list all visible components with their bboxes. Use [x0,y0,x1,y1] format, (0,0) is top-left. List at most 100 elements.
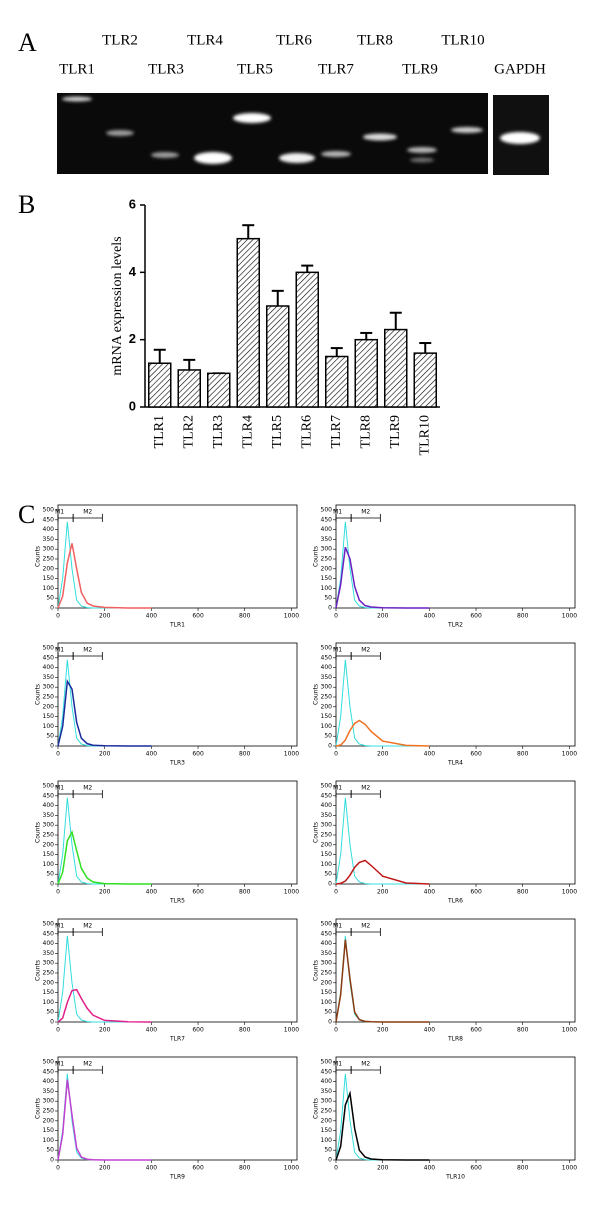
x-tick-label: 1000 [284,751,299,758]
y-tick-label: 100 [43,861,55,868]
y-axis-label: Counts [35,822,42,843]
y-tick-label: 200 [43,841,55,848]
y-tick-label: 150 [321,989,333,996]
x-tick-label: 0 [334,1165,338,1172]
histogram-line [335,1090,430,1161]
y-tick-label: 200 [321,1117,333,1124]
gate-label: M2 [83,785,92,792]
x-tick-label: TLR5 [270,415,285,448]
x-tick-label: 200 [377,751,389,758]
y-tick-label: 250 [43,694,55,701]
y-tick-label: 250 [321,1108,333,1115]
y-tick-label: 200 [43,1117,55,1124]
y-tick-label: 300 [43,546,55,553]
y-tick-label: 100 [43,999,55,1006]
x-axis-label: TLR10 [445,1174,465,1181]
y-axis-label: mRNA expression levels [110,236,125,375]
x-axis-label: TLR6 [447,898,463,905]
bar [177,369,201,408]
x-tick-label: 600 [470,1165,482,1172]
y-tick-label: 450 [321,516,333,523]
histogram-line [335,859,430,885]
bar [236,237,260,408]
lane-label: TLR10 [441,32,484,48]
x-tick-label: 200 [99,751,111,758]
x-tick-label: 200 [99,1027,111,1034]
y-tick-label: 400 [43,940,55,947]
x-tick-label: TLR1 [152,415,167,448]
y-tick-label: 500 [43,645,55,652]
gate-label: M2 [83,923,92,930]
x-tick-label: 800 [517,1165,529,1172]
bar [384,328,408,408]
x-tick-label: 0 [334,1027,338,1034]
y-axis-label: Counts [313,960,320,981]
histogram-line [57,935,152,1023]
y-tick-label: 250 [43,1108,55,1115]
x-tick-label: 0 [334,751,338,758]
plot-frame [57,504,298,609]
gate-label: M1 [55,785,64,792]
y-tick-label: 300 [321,1098,333,1105]
y-tick-label: 500 [321,645,333,652]
y-tick-label: 350 [321,812,333,819]
y-tick-label: 250 [43,556,55,563]
y-tick-label: 200 [43,703,55,710]
plot-frame [57,780,298,885]
x-tick-label: 1000 [562,889,577,896]
y-tick-label: 50 [46,595,54,602]
y-tick-label: 400 [321,664,333,671]
x-tick-label: 0 [56,751,60,758]
y-tick-label: 150 [43,1127,55,1134]
x-tick-label: TLR6 [299,415,314,448]
x-tick-label: 600 [192,751,204,758]
x-tick-label: 800 [517,889,529,896]
x-tick-label: 800 [239,1165,251,1172]
x-tick-label: 200 [377,1165,389,1172]
gel [57,93,549,175]
bar [325,355,349,408]
y-tick-label: 150 [321,851,333,858]
x-tick-label: 1000 [562,751,577,758]
x-axis-label: TLR7 [169,1036,185,1043]
y-tick-label: 300 [43,822,55,829]
y-axis-label: Counts [35,546,42,567]
lane-label: TLR7 [318,61,354,77]
y-tick-label: 50 [324,733,332,740]
y-tick-label: 250 [321,556,333,563]
x-tick-label: 200 [377,889,389,896]
panel-letter: A [18,28,37,57]
y-tick-label: 0 [328,605,332,612]
y-tick-label: 350 [43,950,55,957]
y-tick-label: 100 [43,723,55,730]
x-tick-label: 1000 [284,613,299,620]
y-axis-label: Counts [35,684,42,705]
x-tick-label: 0 [334,613,338,620]
y-tick-label: 0 [328,1157,332,1164]
y-tick-label: 500 [43,783,55,790]
lane-label: TLR6 [276,32,312,48]
gate-label: M2 [83,647,92,654]
y-tick-label: 100 [321,723,333,730]
y-tick-label: 150 [321,713,333,720]
histogram-line [335,719,430,747]
bar [295,271,319,408]
lane-label: TLR9 [402,61,438,77]
x-tick-label: 800 [239,751,251,758]
y-tick-label: 250 [321,970,333,977]
x-tick-label: TLR10 [417,415,432,455]
plot-frame [335,1056,576,1161]
plot-frame [335,918,576,1023]
plot-frame [335,642,576,747]
y-tick-label: 250 [321,832,333,839]
gate-label: M1 [55,1061,64,1068]
y-tick-label: 300 [43,960,55,967]
y-tick-label: 300 [321,822,333,829]
x-axis-label: TLR5 [169,898,185,905]
x-tick-label: 400 [146,1165,158,1172]
histogram-line [57,678,152,747]
y-tick-label: 450 [43,930,55,937]
x-tick-label: 0 [56,1027,60,1034]
gate-label: M1 [333,647,342,654]
y-tick-label: 150 [43,989,55,996]
